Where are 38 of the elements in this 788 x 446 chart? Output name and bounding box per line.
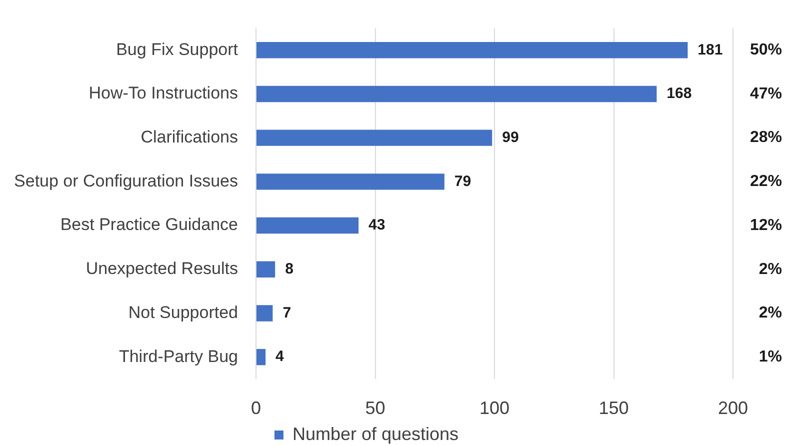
text: 50% [750, 42, 782, 59]
text: 22% [750, 173, 782, 190]
legend-label: Number of questions [292, 424, 459, 444]
data-label: 43 [368, 216, 386, 234]
x-tick-label: 150 [598, 398, 629, 418]
bar [256, 42, 688, 58]
bar [256, 174, 444, 190]
y-tick-label: Not Supported [128, 302, 238, 322]
data-label: 4 [276, 348, 285, 366]
data-label: 168 [666, 85, 692, 102]
y-tick-label: Clarifications [140, 128, 238, 147]
x-tick-label: 50 [365, 398, 386, 418]
bar [256, 305, 273, 322]
y-tick-label: How-To Instructions [88, 84, 238, 103]
data-label: 99 [502, 128, 519, 146]
bar [256, 348, 266, 366]
x-tick-label: 0 [250, 398, 262, 418]
y-tick-label: Best Practice Guidance [60, 215, 238, 234]
bar [256, 217, 359, 234]
text: 1% [758, 348, 782, 366]
y-tick-label: Setup or Configuration Issues [14, 171, 238, 190]
data-label: 7 [282, 304, 292, 322]
text: 28% [750, 129, 782, 146]
x-tick-label: 200 [718, 398, 748, 418]
bar [256, 261, 276, 278]
data-label: 79 [454, 172, 472, 190]
y-tick-label: Unexpected Results [86, 259, 238, 278]
text: 2% [758, 304, 782, 322]
data-label: 8 [285, 260, 294, 278]
y-tick-label: Bug Fix Support [116, 40, 238, 59]
text: 2% [758, 260, 782, 278]
bar [256, 130, 492, 146]
text: 47% [750, 85, 782, 102]
data-label: 181 [698, 41, 723, 58]
bar [256, 86, 657, 102]
text: 12% [750, 216, 782, 234]
y-tick-label: Third-Party Bug [118, 346, 238, 366]
x-tick-label: 100 [479, 398, 510, 418]
